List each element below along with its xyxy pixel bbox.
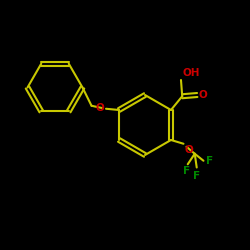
Text: F: F xyxy=(206,156,214,166)
Text: F: F xyxy=(183,166,190,175)
Text: O: O xyxy=(198,90,207,100)
Text: O: O xyxy=(96,102,104,113)
Text: OH: OH xyxy=(183,68,200,78)
Text: O: O xyxy=(185,144,194,154)
Text: F: F xyxy=(193,170,200,180)
